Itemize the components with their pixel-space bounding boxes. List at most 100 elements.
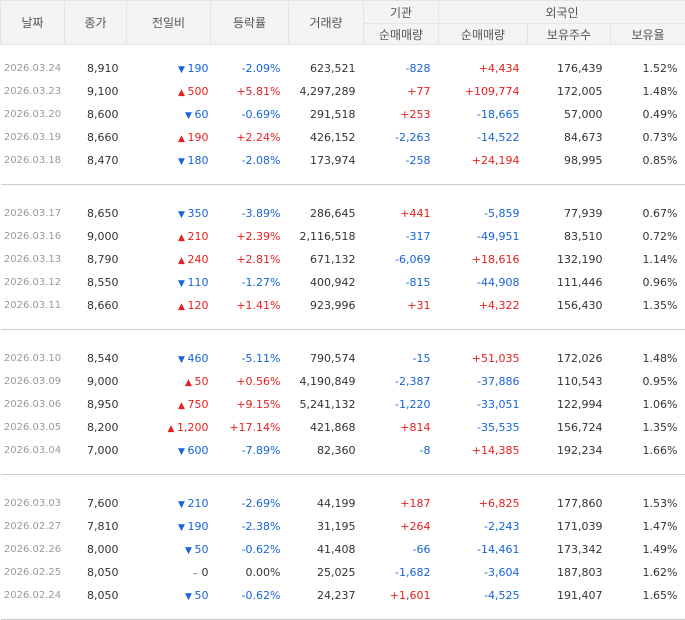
rate-cell: 0.00% bbox=[211, 561, 289, 584]
flat-dash-icon: – bbox=[190, 569, 202, 579]
change-cell: ▼210 bbox=[127, 492, 211, 515]
holding-cell: 172,026 bbox=[528, 347, 611, 370]
date-cell: 2026.03.11 bbox=[1, 294, 65, 317]
foreign-net-cell: +4,322 bbox=[439, 294, 528, 317]
change-value: 240 bbox=[188, 253, 209, 266]
change-cell: ▲120 bbox=[127, 294, 211, 317]
foreign-net-cell: +109,774 bbox=[439, 80, 528, 103]
inst-net-cell: +1,601 bbox=[364, 584, 439, 607]
foreign-net-cell: -5,859 bbox=[439, 202, 528, 225]
inst-net-cell: -2,387 bbox=[364, 370, 439, 393]
change-cell: ▼180 bbox=[127, 149, 211, 172]
change-cell: –0 bbox=[127, 561, 211, 584]
change-value: 190 bbox=[188, 520, 209, 533]
close-cell: 8,650 bbox=[65, 202, 127, 225]
foreign-net-cell: +18,616 bbox=[439, 248, 528, 271]
group-spacer bbox=[1, 462, 685, 475]
rate-cell: -0.69% bbox=[211, 103, 289, 126]
holding-cell: 110,543 bbox=[528, 370, 611, 393]
header-holding: 보유주수 bbox=[528, 24, 611, 45]
change-value: 460 bbox=[188, 352, 209, 365]
change-value: 350 bbox=[188, 207, 209, 220]
holding-cell: 84,673 bbox=[528, 126, 611, 149]
inst-net-cell: +31 bbox=[364, 294, 439, 317]
inst-net-cell: +264 bbox=[364, 515, 439, 538]
group-spacer bbox=[1, 185, 685, 202]
date-cell: 2026.03.24 bbox=[1, 57, 65, 80]
change-cell: ▲240 bbox=[127, 248, 211, 271]
rate-cell: +2.24% bbox=[211, 126, 289, 149]
ratio-cell: 0.72% bbox=[611, 225, 685, 248]
group-spacer bbox=[1, 172, 685, 185]
inst-net-cell: +77 bbox=[364, 80, 439, 103]
group-spacer bbox=[1, 475, 685, 492]
date-cell: 2026.02.26 bbox=[1, 538, 65, 561]
date-cell: 2026.03.09 bbox=[1, 370, 65, 393]
ratio-cell: 1.62% bbox=[611, 561, 685, 584]
foreign-net-cell: -33,051 bbox=[439, 393, 528, 416]
holding-cell: 132,190 bbox=[528, 248, 611, 271]
ratio-cell: 0.85% bbox=[611, 149, 685, 172]
header-close: 종가 bbox=[65, 1, 127, 45]
change-value: 210 bbox=[188, 497, 209, 510]
inst-net-cell: -828 bbox=[364, 57, 439, 80]
date-cell: 2026.03.10 bbox=[1, 347, 65, 370]
foreign-net-cell: -37,886 bbox=[439, 370, 528, 393]
change-value: 60 bbox=[195, 108, 209, 121]
down-arrow-icon: ▼ bbox=[176, 523, 188, 533]
foreign-net-cell: -35,535 bbox=[439, 416, 528, 439]
rate-cell: -0.62% bbox=[211, 584, 289, 607]
close-cell: 8,600 bbox=[65, 103, 127, 126]
holding-cell: 77,939 bbox=[528, 202, 611, 225]
date-cell: 2026.03.17 bbox=[1, 202, 65, 225]
date-cell: 2026.03.16 bbox=[1, 225, 65, 248]
date-cell: 2026.03.18 bbox=[1, 149, 65, 172]
date-cell: 2026.02.24 bbox=[1, 584, 65, 607]
close-cell: 8,660 bbox=[65, 294, 127, 317]
holding-cell: 122,994 bbox=[528, 393, 611, 416]
date-cell: 2026.03.19 bbox=[1, 126, 65, 149]
ratio-cell: 0.95% bbox=[611, 370, 685, 393]
header-foreign: 외국인 bbox=[439, 1, 685, 24]
header-date: 날짜 bbox=[1, 1, 65, 45]
date-cell: 2026.03.23 bbox=[1, 80, 65, 103]
change-cell: ▲190 bbox=[127, 126, 211, 149]
change-value: 180 bbox=[188, 154, 209, 167]
ratio-cell: 0.49% bbox=[611, 103, 685, 126]
change-cell: ▲210 bbox=[127, 225, 211, 248]
close-cell: 7,600 bbox=[65, 492, 127, 515]
inst-net-cell: -6,069 bbox=[364, 248, 439, 271]
rate-cell: -1.27% bbox=[211, 271, 289, 294]
ratio-cell: 0.73% bbox=[611, 126, 685, 149]
change-cell: ▼350 bbox=[127, 202, 211, 225]
date-cell: 2026.03.04 bbox=[1, 439, 65, 462]
rate-cell: +17.14% bbox=[211, 416, 289, 439]
change-value: 190 bbox=[188, 131, 209, 144]
close-cell: 8,470 bbox=[65, 149, 127, 172]
rate-cell: -2.08% bbox=[211, 149, 289, 172]
rate-cell: -0.62% bbox=[211, 538, 289, 561]
close-cell: 8,540 bbox=[65, 347, 127, 370]
ratio-cell: 0.67% bbox=[611, 202, 685, 225]
volume-cell: 44,199 bbox=[289, 492, 364, 515]
close-cell: 8,790 bbox=[65, 248, 127, 271]
change-value: 0 bbox=[202, 566, 209, 579]
rate-cell: -5.11% bbox=[211, 347, 289, 370]
down-arrow-icon: ▼ bbox=[176, 210, 188, 220]
change-cell: ▼190 bbox=[127, 515, 211, 538]
volume-cell: 31,195 bbox=[289, 515, 364, 538]
close-cell: 9,000 bbox=[65, 370, 127, 393]
change-value: 500 bbox=[188, 85, 209, 98]
foreign-net-cell: -18,665 bbox=[439, 103, 528, 126]
